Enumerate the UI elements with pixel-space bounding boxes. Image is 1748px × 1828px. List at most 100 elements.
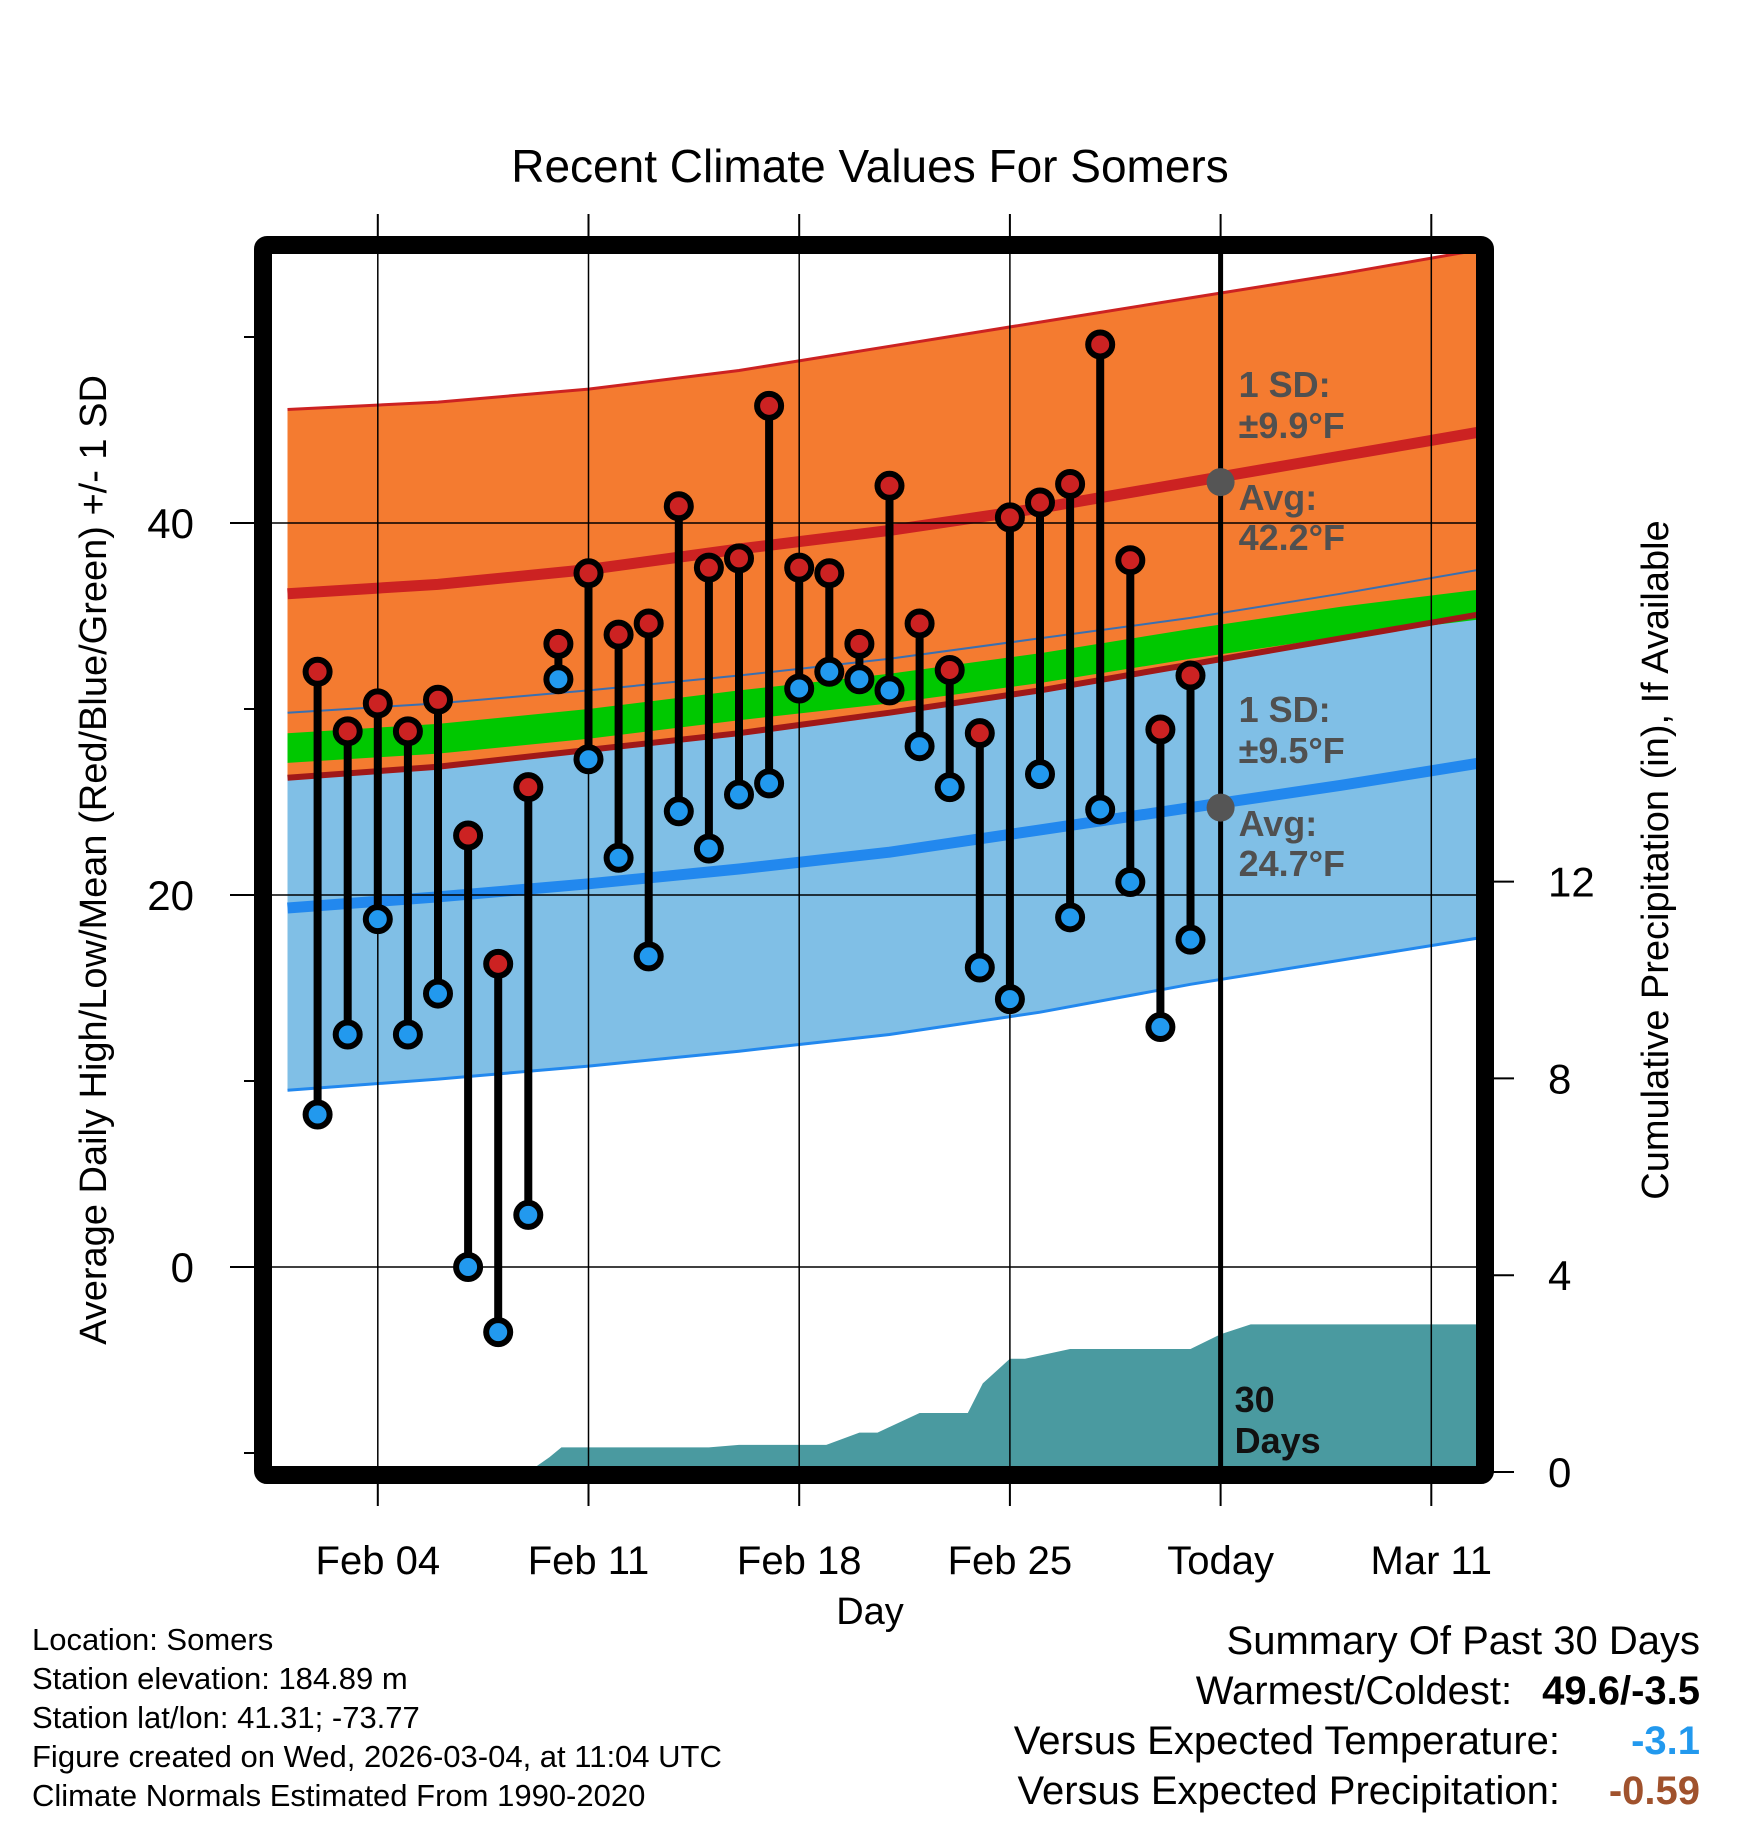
low-upper-line xyxy=(287,568,1482,714)
low-lower-line xyxy=(287,935,1482,1092)
high-avg-label-line2: 42.2°F xyxy=(1239,517,1345,558)
summary-warmest-label: Warmest/Coldest: xyxy=(1195,1669,1513,1713)
x-tick-label: Feb 25 xyxy=(948,1539,1073,1583)
y-tick-label: 20 xyxy=(147,872,194,919)
summary-warmest-row: Warmest/Coldest: 49.6/-3.5 xyxy=(1014,1666,1700,1716)
chart-title: Recent Climate Values For Somers xyxy=(511,140,1229,192)
low-temp-point xyxy=(724,779,754,810)
low-temp-point xyxy=(1145,1012,1176,1043)
high-sd-label-line2: ±9.9°F xyxy=(1239,405,1345,446)
low-temp-point xyxy=(483,1317,514,1348)
high-upper-line xyxy=(287,248,1482,411)
low-temp-point xyxy=(754,768,785,799)
low-temp-point xyxy=(874,675,905,706)
high-temp-point xyxy=(1025,487,1055,518)
low-temp-point xyxy=(904,731,935,762)
y-axis-label: Average Daily High/Low/Mean (Red/Blue/Gr… xyxy=(73,375,115,1345)
low-mean-line xyxy=(287,757,1482,914)
high-temp-point xyxy=(874,470,905,501)
high-temp-point xyxy=(994,502,1025,533)
high-temp-point xyxy=(302,656,333,687)
summary-precip-row: Versus Expected Precipitation: -0.59 xyxy=(1014,1766,1700,1816)
low-temp-point xyxy=(994,984,1025,1015)
precip-area xyxy=(287,1324,1482,1472)
y2-tick-label: 4 xyxy=(1548,1252,1571,1299)
summary-precip-label: Versus Expected Precipitation: xyxy=(1017,1769,1560,1813)
days-label-line1: 30 xyxy=(1235,1379,1275,1420)
low-temp-point xyxy=(423,978,453,1009)
low-temp-point xyxy=(1175,924,1206,955)
summary-panel: Summary Of Past 30 Days Warmest/Coldest:… xyxy=(1014,1616,1700,1816)
low-temp-point xyxy=(543,664,574,695)
low-temp-point xyxy=(603,842,634,873)
high-temp-point xyxy=(844,628,875,659)
high-temp-point xyxy=(904,608,935,639)
high-temp-point xyxy=(1085,329,1116,360)
x-tick-label: Feb 11 xyxy=(528,1539,650,1583)
high-temp-point xyxy=(814,558,845,589)
low-temp-point xyxy=(633,941,664,972)
high-temp-point xyxy=(603,619,634,650)
high-temp-point xyxy=(453,820,484,851)
summary-warmest-value: 49.6/-3.5 xyxy=(1542,1669,1700,1713)
high-avg-label-line1: Avg: xyxy=(1239,477,1318,518)
high-temp-point xyxy=(754,390,785,421)
high-temp-point xyxy=(423,684,453,715)
low-temp-point xyxy=(392,1019,423,1050)
high-temp-point xyxy=(784,552,815,583)
footer-latlon: Station lat/lon: 41.31; -73.77 xyxy=(32,1700,420,1735)
x-axis-label: Day xyxy=(836,1591,904,1633)
low-temp-point xyxy=(513,1199,544,1230)
high-lower-line xyxy=(287,610,1482,781)
footer-info: Location: Somers Station elevation: 184.… xyxy=(32,1620,722,1815)
high-temp-point xyxy=(513,772,544,803)
high-temp-point xyxy=(332,716,363,747)
x-tick-label: Feb 04 xyxy=(316,1539,441,1583)
low-temp-point xyxy=(964,952,995,983)
low-temp-point xyxy=(332,1019,363,1050)
high-mean-line xyxy=(287,426,1482,600)
x-tick-label: Today xyxy=(1167,1539,1274,1583)
y2-axis-label: Cumulative Precipitation (in), If Availa… xyxy=(1635,520,1677,1199)
footer-normals: Climate Normals Estimated From 1990-2020 xyxy=(32,1778,646,1813)
low-temp-point xyxy=(573,744,604,775)
low-temp-point xyxy=(302,1099,333,1130)
x-tick-label: Feb 18 xyxy=(737,1539,862,1583)
footer-created: Figure created on Wed, 2026-03-04, at 11… xyxy=(32,1739,722,1774)
x-tick-label: Mar 11 xyxy=(1371,1539,1493,1583)
plot-frame xyxy=(254,236,1494,1484)
high-temp-point xyxy=(483,948,514,979)
low-temp-point xyxy=(453,1252,484,1282)
footer-elevation: Station elevation: 184.89 m xyxy=(32,1661,408,1696)
high-temp-point xyxy=(1115,545,1146,576)
high-temp-point xyxy=(1145,714,1176,745)
low-temp-point xyxy=(1115,866,1146,897)
low-temp-point xyxy=(814,656,845,687)
summary-precip-value: -0.59 xyxy=(1608,1769,1700,1813)
high-temp-point xyxy=(573,558,604,589)
y2-tick-label: 8 xyxy=(1548,1055,1571,1102)
low-temp-point xyxy=(693,833,724,864)
low-sd-label-line2: ±9.5°F xyxy=(1239,730,1345,771)
summary-temp-label: Versus Expected Temperature: xyxy=(1013,1719,1560,1763)
high-temp-point xyxy=(1055,468,1086,499)
high-temp-point xyxy=(1175,660,1206,691)
y2-tick-label: 12 xyxy=(1548,859,1595,906)
y2-tick-label: 0 xyxy=(1548,1449,1571,1496)
low-temp-point xyxy=(1025,759,1055,790)
low-temp-point xyxy=(362,904,393,935)
low-avg-label-line2: 24.7°F xyxy=(1239,843,1345,884)
low-temp-point xyxy=(663,796,694,827)
high-temp-point xyxy=(392,716,423,747)
today-high-avg-marker xyxy=(1206,468,1235,497)
today-low-avg-marker xyxy=(1206,793,1235,822)
y-tick-label: 0 xyxy=(171,1244,194,1291)
high-temp-point xyxy=(724,543,754,574)
high-temp-point xyxy=(543,628,574,659)
high-temp-point xyxy=(693,552,724,583)
summary-temp-value: -3.1 xyxy=(1631,1719,1700,1763)
high-sd-label-line1: 1 SD: xyxy=(1239,364,1331,405)
summary-temp-row: Versus Expected Temperature: -3.1 xyxy=(1014,1716,1700,1766)
high-temp-point xyxy=(934,654,965,685)
